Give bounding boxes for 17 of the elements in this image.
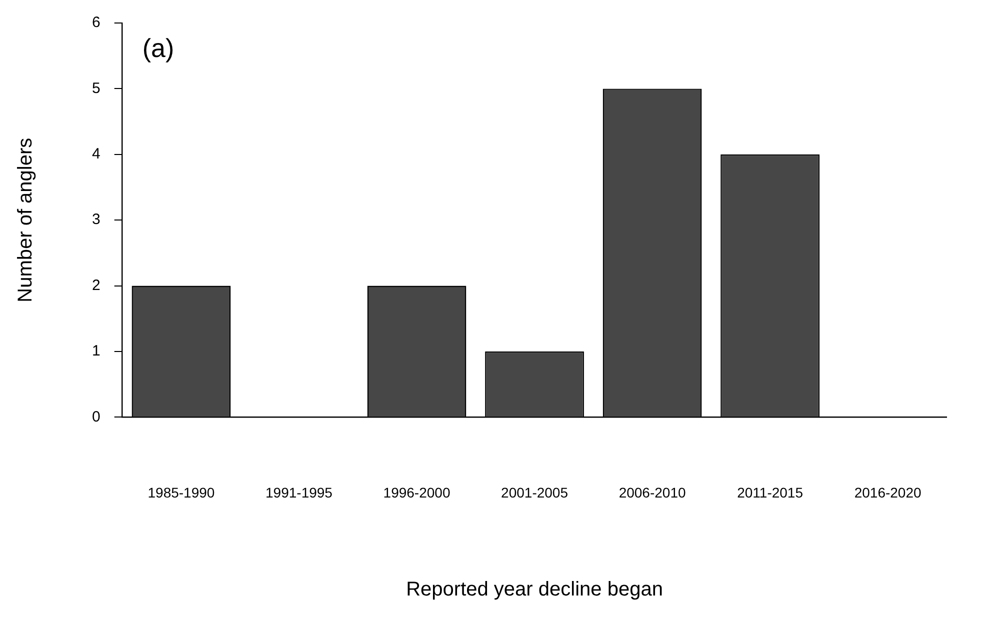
x-tick-label: 1985-1990	[148, 484, 215, 500]
y-tick-label: 5	[92, 80, 100, 97]
x-tick-label: 2006-2010	[618, 484, 686, 500]
x-axis-title: Reported year decline began	[406, 578, 663, 601]
y-tick-label: 0	[92, 408, 100, 426]
x-tick-label: 2001-2005	[501, 484, 568, 500]
y-tick-label: 3	[92, 211, 100, 228]
x-tick-label: 2016-2020	[854, 484, 922, 500]
x-tick-label: 2011-2015	[737, 484, 804, 500]
x-tick-label: 1991-1995	[266, 484, 333, 500]
y-tick-label: 6	[92, 14, 100, 32]
x-tick-label: 1996-2000	[383, 484, 450, 500]
y-axis-title: Number of anglers	[14, 138, 37, 302]
y-tick-label: 1	[92, 342, 100, 360]
annotation: (a)	[142, 33, 174, 64]
y-tick-label: 4	[92, 146, 100, 163]
y-tick-label: 2	[92, 276, 100, 294]
